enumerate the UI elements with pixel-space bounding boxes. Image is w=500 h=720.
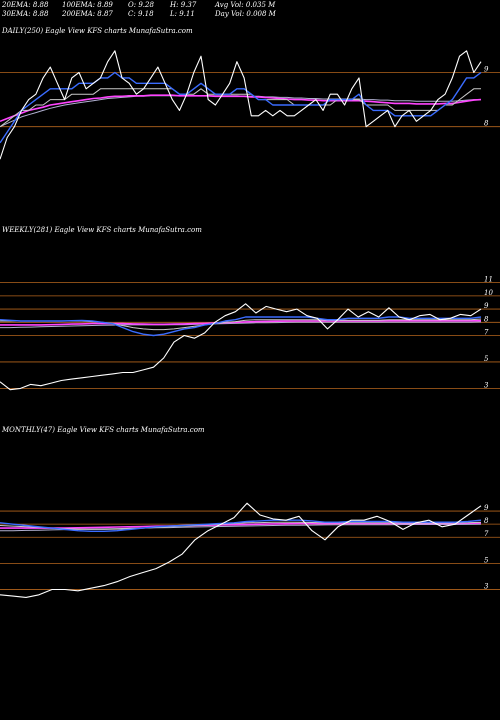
weekly-panel: 11 10 9 8 7 5 3 (0, 276, 500, 391)
header-high: H: 9.37 (170, 1, 197, 9)
header-day-vol: Day Vol: 0.008 M (215, 10, 276, 18)
monthly-ytick-label: 7 (484, 530, 489, 538)
monthly-panel: 9 8 7 5 3 (0, 502, 500, 598)
header-open: O: 9.28 (128, 1, 154, 9)
weekly-series-ema-long (0, 321, 482, 329)
daily-panel: 98 (0, 50, 500, 160)
weekly-ytick-label: 8 (484, 315, 489, 323)
weekly-ytick-label: 7 (484, 329, 489, 337)
header-20ema: 20EMA: 8.88 (2, 1, 49, 9)
header-avg-vol: Avg Vol: 0.035 M (215, 1, 276, 9)
header-30ema: 30EMA: 8.88 (2, 10, 49, 18)
daily-panel-title: DAILY(250) Eagle View KFS charts MunafaS… (2, 27, 193, 35)
daily-series-ema-fast (0, 71, 482, 144)
monthly-ytick-label: 8 (484, 517, 489, 525)
daily-series-ema-slow (0, 94, 482, 123)
header-low: L: 9.11 (170, 10, 195, 18)
monthly-series-ema-mid (0, 521, 482, 530)
monthly-series-ema-fast (0, 519, 482, 532)
weekly-ytick-label: 9 (484, 302, 489, 310)
header-200ema: 200EMA: 8.87 (62, 10, 113, 18)
daily-series-price (0, 50, 482, 160)
weekly-ytick-label: 11 (484, 276, 493, 284)
monthly-ytick-label: 9 (484, 504, 489, 512)
monthly-ytick-label: 5 (484, 556, 489, 564)
weekly-panel-title: WEEKLY(281) Eagle View KFS charts Munafa… (2, 226, 202, 234)
weekly-series-ema-slow (0, 319, 482, 326)
header-close: C: 9.18 (128, 10, 154, 18)
monthly-ytick-label: 3 (484, 583, 489, 591)
weekly-ytick-label: 10 (484, 289, 493, 297)
daily-ytick-label: 9 (484, 66, 489, 74)
weekly-series-price (0, 303, 482, 391)
weekly-ytick-label: 3 (484, 381, 489, 389)
header-100ema: 100EMA: 8.89 (62, 1, 113, 9)
daily-series-ema-mid (0, 88, 481, 128)
daily-ytick-label: 8 (484, 120, 489, 128)
monthly-series-price (0, 502, 482, 598)
weekly-ytick-label: 5 (484, 355, 489, 363)
monthly-panel-title: MONTHLY(47) Eagle View KFS charts Munafa… (2, 426, 205, 434)
